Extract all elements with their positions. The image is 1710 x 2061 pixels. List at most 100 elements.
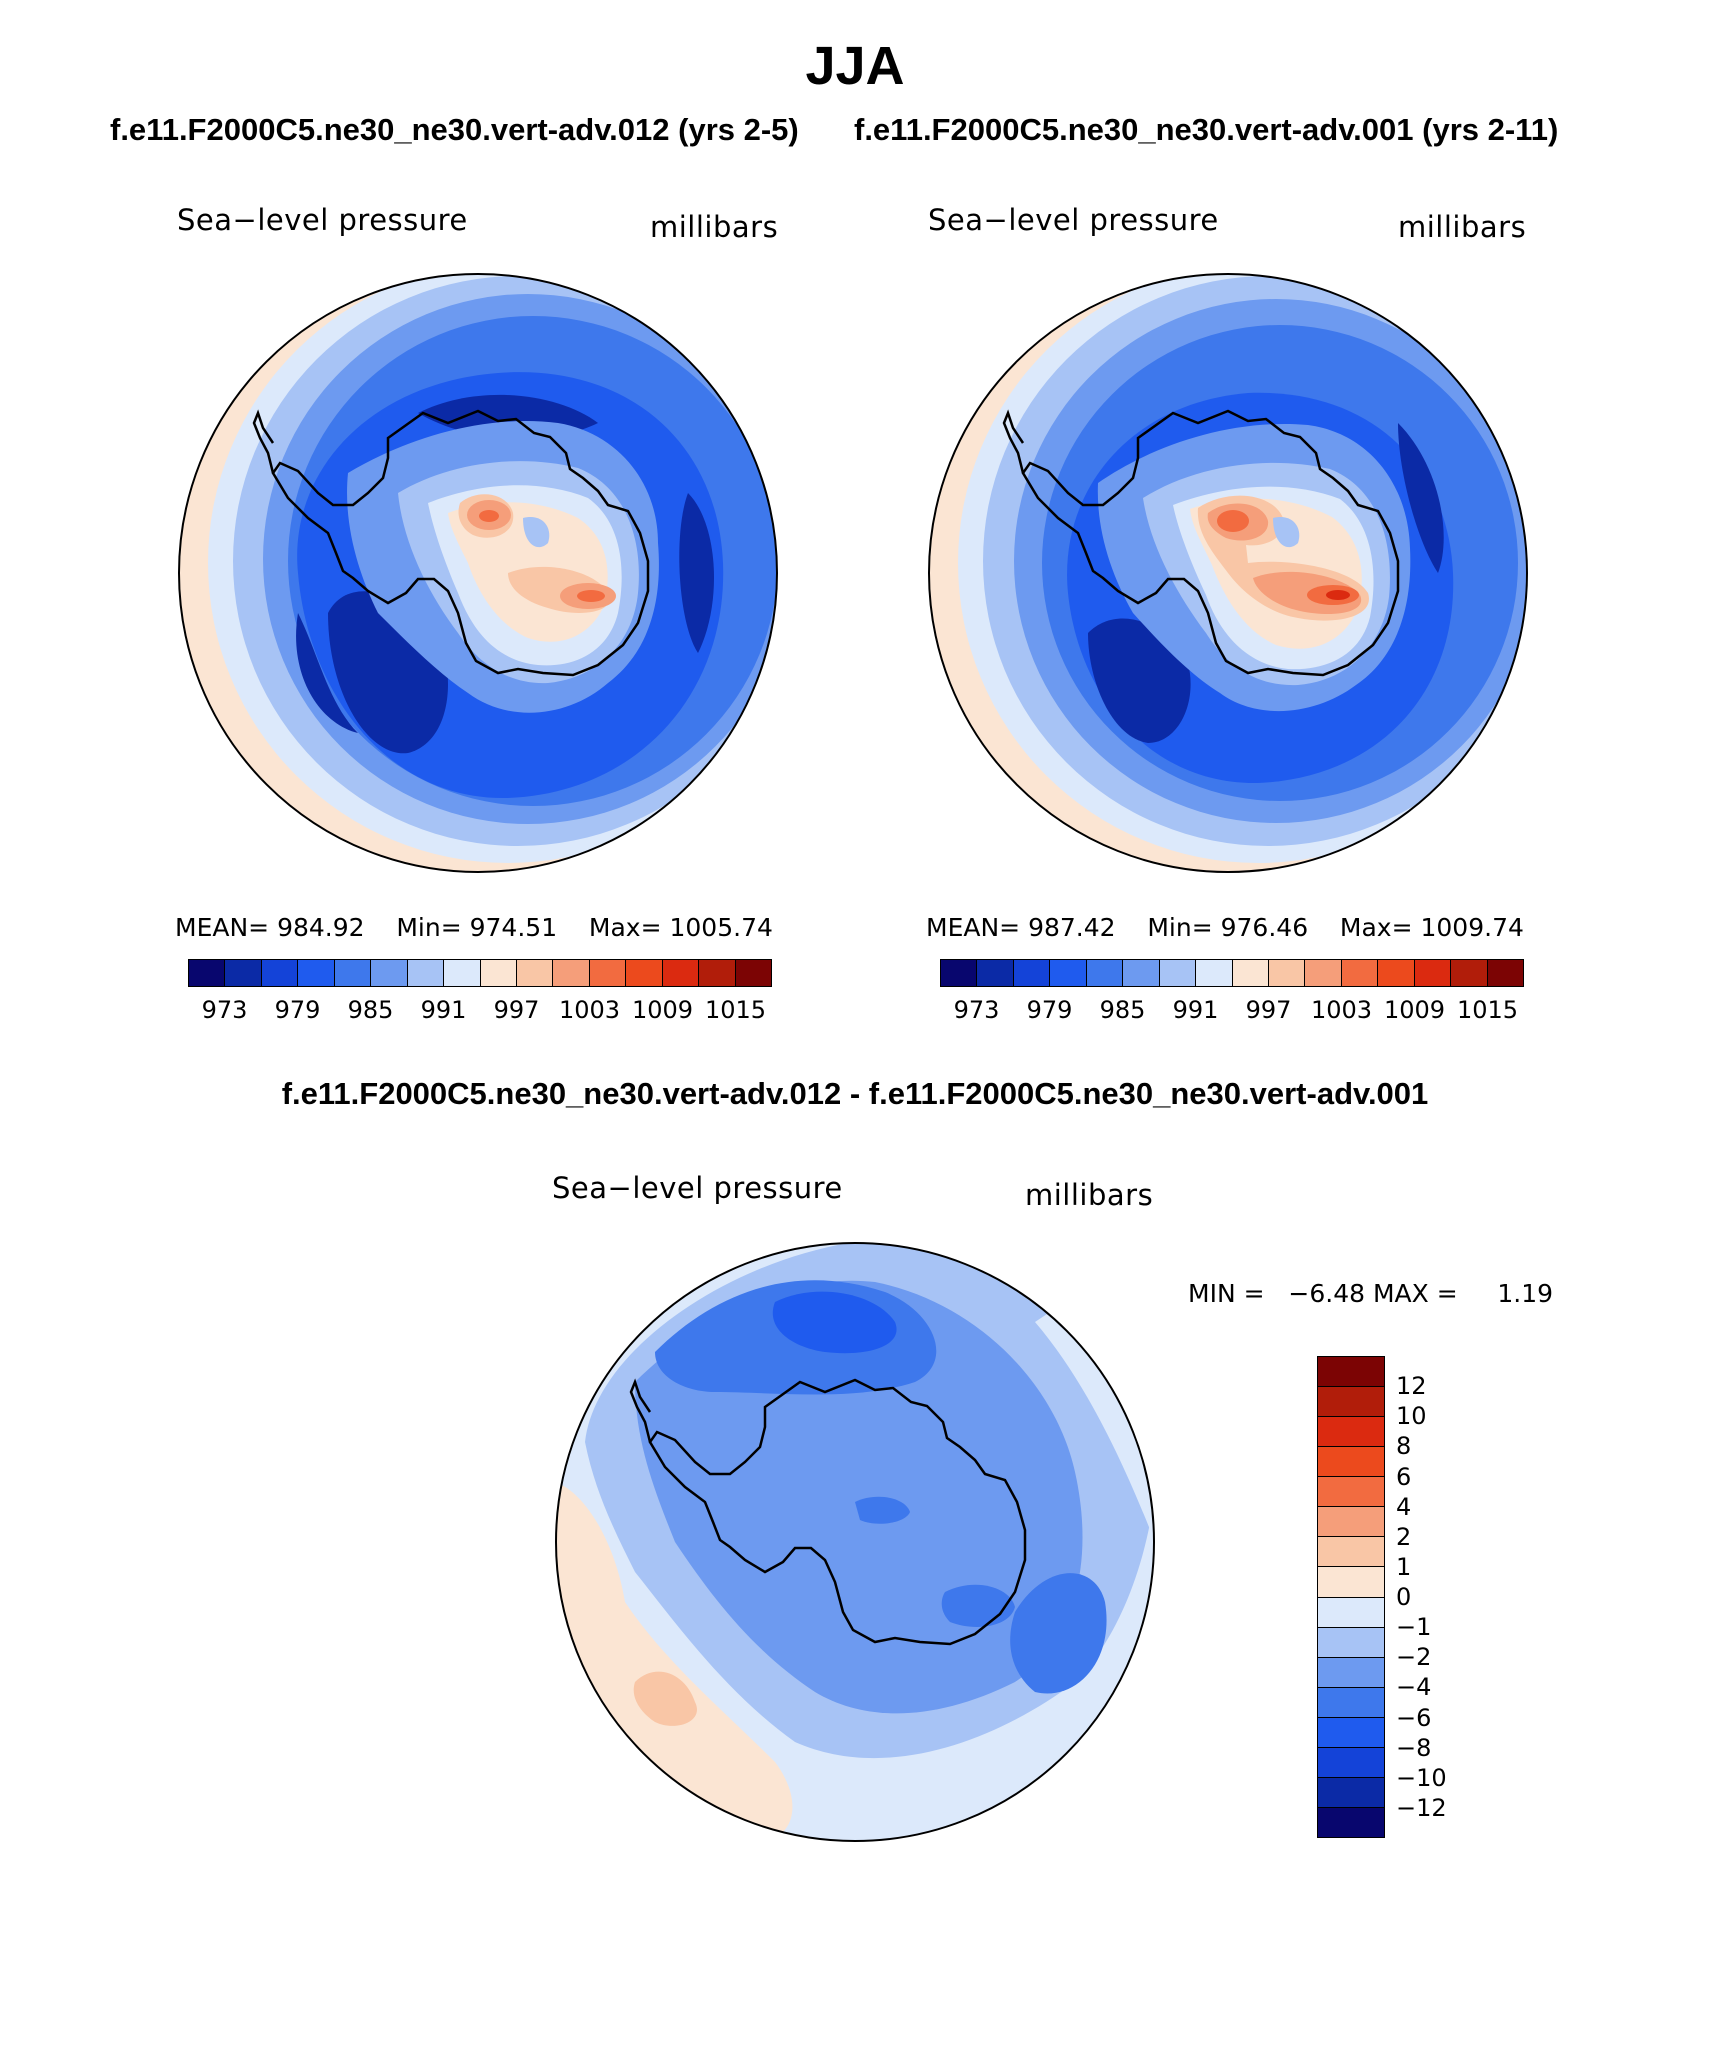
left-min-value: 974.51: [469, 913, 558, 942]
diff-tick-label: −12: [1396, 1793, 1447, 1822]
diff-colorbar-ticks: 12 10 8 6 4 2 1 0 −1 −2 −4 −6 −8 −10 −12: [1396, 1356, 1476, 1838]
right-tick-label: 1015: [1456, 996, 1519, 1024]
left-antarctica-coastline: [271, 409, 650, 677]
right-tick-label: 979: [1026, 996, 1073, 1024]
colorbar-swatch: [626, 960, 663, 986]
colorbar-swatch: [1451, 960, 1488, 986]
colorbar-swatch: [1318, 1687, 1384, 1718]
page-title: JJA: [805, 36, 905, 96]
colorbar-swatch: [1414, 960, 1452, 986]
diff-tick-label: −4: [1396, 1673, 1432, 1702]
right-mean-value: 987.42: [1028, 913, 1116, 942]
right-mean-label: MEAN=: [926, 913, 1021, 942]
left-low-east: [679, 493, 715, 653]
case1-title: f.e11.F2000C5.ne30_ne30.vert-adv.012 (yr…: [110, 112, 799, 147]
colorbar-swatch: [1318, 1447, 1384, 1478]
diff-title: f.e11.F2000C5.ne30_ne30.vert-adv.012 - f…: [281, 1076, 1429, 1111]
diff-tick-label: 4: [1396, 1492, 1412, 1521]
diff-tick-label: −6: [1396, 1703, 1432, 1732]
diff-tick-label: −8: [1396, 1733, 1432, 1762]
colorbar-swatch: [1318, 1567, 1384, 1598]
diff-peninsula: [629, 1378, 652, 1443]
left-tick-label: 979: [274, 996, 321, 1024]
colorbar-swatch: [225, 960, 262, 986]
left-max-label: Max=: [588, 913, 662, 942]
right-min-value: 976.46: [1220, 913, 1309, 942]
left-west-coast-blue: [296, 613, 358, 733]
right-tick-label: 1009: [1383, 996, 1446, 1024]
colorbar-swatch: [1487, 960, 1523, 986]
case2-title: f.e11.F2000C5.ne30_ne30.vert-adv.001 (yr…: [854, 112, 1559, 147]
colorbar-swatch: [589, 960, 627, 986]
left-polar-map: [178, 273, 778, 873]
colorbar-swatch: [977, 960, 1014, 986]
colorbar-swatch: [1318, 1507, 1384, 1538]
diff-tick-label: 0: [1396, 1583, 1412, 1611]
left-dome-ice: [523, 517, 550, 548]
colorbar-swatch: [1318, 1807, 1384, 1837]
colorbar-swatch: [444, 960, 481, 986]
right-dome-ice: [1273, 517, 1300, 548]
right-high-peak-b: [1326, 590, 1350, 600]
colorbar-swatch: [261, 960, 299, 986]
colorbar-swatch: [1318, 1477, 1384, 1508]
left-tick-label: 991: [420, 996, 467, 1024]
diff-min-value: −6.48: [1288, 1279, 1366, 1308]
colorbar-swatch: [371, 960, 408, 986]
colorbar-swatch: [1086, 960, 1124, 986]
left-high-peak-a: [479, 510, 499, 522]
right-variable-label: Sea−level pressure: [928, 203, 1219, 237]
colorbar-swatch: [407, 960, 445, 986]
colorbar-swatch: [1050, 960, 1087, 986]
left-tick-label: 1015: [704, 996, 767, 1024]
colorbar-swatch: [1341, 960, 1379, 986]
diff-tick-label: 6: [1396, 1462, 1412, 1491]
colorbar-swatch: [480, 960, 517, 986]
right-polar-map: [928, 273, 1528, 873]
right-low-east: [1398, 423, 1444, 573]
left-mean-label: MEAN=: [175, 913, 270, 942]
left-tick-label: 985: [347, 996, 394, 1024]
colorbar-swatch: [735, 960, 771, 986]
left-tick-label: 1009: [631, 996, 694, 1024]
left-min-label: Min=: [396, 913, 462, 942]
colorbar-swatch: [1159, 960, 1197, 986]
diff-polar-map: [555, 1242, 1155, 1842]
diff-units-label: millibars: [1025, 1178, 1154, 1212]
diff-tick-label: 2: [1396, 1522, 1412, 1551]
right-colorbar-ticks: 973 979 985 991 997 1003 1009 1015: [940, 996, 1524, 1028]
diff-max-value: 1.19: [1497, 1279, 1554, 1308]
right-units-label: millibars: [1398, 210, 1527, 244]
diff-tick-label: −1: [1396, 1613, 1432, 1642]
colorbar-swatch: [699, 960, 736, 986]
colorbar-swatch: [298, 960, 335, 986]
left-colorbar: [188, 959, 772, 987]
colorbar-swatch: [1232, 960, 1269, 986]
colorbar-swatch: [1318, 1627, 1384, 1658]
colorbar-swatch: [1318, 1387, 1384, 1418]
right-colorbar: [940, 959, 1524, 987]
colorbar-swatch: [1318, 1747, 1384, 1778]
left-units-label: millibars: [650, 210, 779, 244]
diff-colorbar: [1317, 1356, 1385, 1838]
colorbar-swatch: [1196, 960, 1233, 986]
diff-salmon-spot: [633, 1671, 697, 1726]
colorbar-swatch: [1305, 960, 1342, 986]
right-tick-label: 985: [1099, 996, 1146, 1024]
diff-tick-label: 8: [1396, 1432, 1412, 1461]
colorbar-swatch: [1318, 1537, 1384, 1568]
diff-low-center: [855, 1496, 910, 1524]
diff-low-east: [1010, 1573, 1107, 1694]
diff-tick-label: −2: [1396, 1643, 1432, 1672]
left-colorbar-ticks: 973 979 985 991 997 1003 1009 1015: [188, 996, 772, 1028]
colorbar-swatch: [1268, 960, 1306, 986]
colorbar-swatch: [1123, 960, 1160, 986]
left-tick-label: 1003: [558, 996, 621, 1024]
colorbar-swatch: [1378, 960, 1415, 986]
diff-tick-label: 1: [1396, 1552, 1412, 1581]
right-low-west: [1088, 618, 1191, 743]
left-mean-value: 984.92: [277, 913, 365, 942]
right-antarctica-coastline: [1021, 409, 1400, 677]
diff-tick-label: 12: [1396, 1372, 1427, 1401]
colorbar-swatch: [1013, 960, 1051, 986]
